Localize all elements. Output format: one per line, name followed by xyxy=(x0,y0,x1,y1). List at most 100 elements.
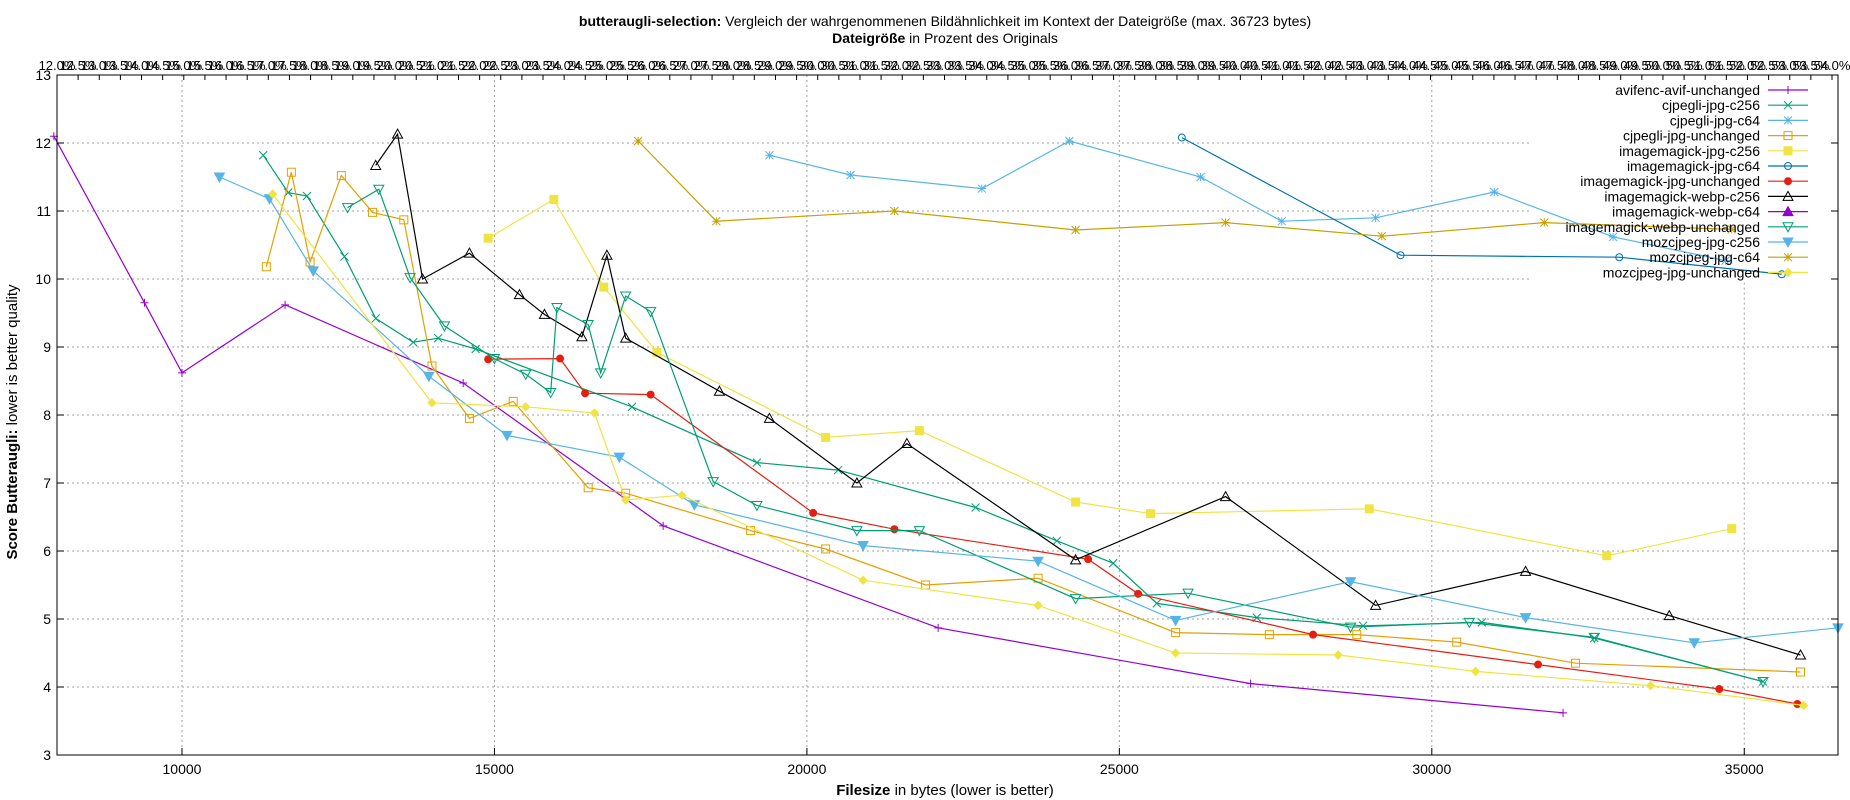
x2-tick-label: 37.0% xyxy=(1095,58,1132,73)
x2-tick-label: 31.0% xyxy=(842,58,879,73)
data-point xyxy=(427,398,437,408)
data-point xyxy=(644,307,657,318)
data-point xyxy=(1798,700,1809,711)
data-point xyxy=(890,206,899,216)
x-axis-label: Filesize in bytes (lower is better) xyxy=(836,782,1054,799)
data-point xyxy=(934,623,943,632)
data-point xyxy=(1452,637,1462,647)
x2-tick-label: 38.0% xyxy=(1137,58,1174,73)
x2-tick-label: 13.0% xyxy=(81,58,118,73)
x2-tick-label: 12.0% xyxy=(39,58,76,73)
data-point xyxy=(627,402,637,412)
data-point xyxy=(1571,658,1581,668)
data-point xyxy=(391,128,404,139)
series-line xyxy=(53,135,1564,714)
grid-layer xyxy=(57,75,1838,755)
data-point xyxy=(404,273,416,284)
data-point xyxy=(519,369,532,381)
data-point xyxy=(368,207,378,217)
data-point xyxy=(1344,577,1357,588)
data-point xyxy=(1470,666,1481,677)
data-point xyxy=(1688,638,1701,649)
data-point xyxy=(1782,237,1794,249)
data-point xyxy=(1069,553,1082,565)
series-imagemagick-jpg-c256 xyxy=(483,194,1737,561)
data-point xyxy=(1782,205,1794,217)
x2-tick-label: 21.5% xyxy=(440,58,477,73)
x2-tick-label: 18.0% xyxy=(292,58,329,73)
x2-tick-label: 31.5% xyxy=(863,58,900,73)
data-point xyxy=(1588,632,1601,644)
data-point xyxy=(438,321,451,332)
data-point xyxy=(483,233,493,243)
data-point xyxy=(213,172,226,184)
series-line xyxy=(219,176,1839,644)
data-point xyxy=(369,159,382,170)
data-point xyxy=(1171,628,1181,638)
data-point xyxy=(619,332,632,343)
y-tick-label: 5 xyxy=(43,611,51,627)
x2-tick-label: 30.5% xyxy=(820,58,857,73)
x2-tick-label: 16.5% xyxy=(229,58,266,73)
legend-label: imagemagick-jpg-c256 xyxy=(1619,143,1760,159)
y-tick-label: 6 xyxy=(43,543,51,559)
data-point xyxy=(1033,600,1043,611)
data-point xyxy=(1608,232,1618,242)
x2-tick-label: 28.0% xyxy=(715,58,752,73)
data-point xyxy=(1277,216,1287,226)
legend-label: mozcjpeg-jpg-unchanged xyxy=(1603,264,1760,280)
data-point xyxy=(711,216,721,226)
data-point xyxy=(581,389,590,398)
data-point xyxy=(659,521,668,530)
data-point xyxy=(613,452,626,464)
x2-tick-label: 17.0% xyxy=(250,58,287,73)
x2-tick-label: 28.5% xyxy=(736,58,773,73)
series-avifenc-avif-unchanged xyxy=(49,132,1568,717)
chart-title: butteraugli-selection: Vergleich der wah… xyxy=(579,13,1311,29)
x2-tick-label: 45.5% xyxy=(1454,58,1491,73)
data-point xyxy=(1615,253,1624,262)
data-point xyxy=(1352,630,1362,640)
series-cjpegli-jpg-c64 xyxy=(765,136,1730,265)
data-point xyxy=(1784,162,1792,170)
data-point xyxy=(408,337,418,347)
y-tick-label: 9 xyxy=(43,339,51,355)
legend-label: cjpegli-jpg-c256 xyxy=(1662,97,1760,113)
x2-tick-label: 48.5% xyxy=(1581,58,1618,73)
data-point xyxy=(1369,599,1382,610)
x2-tick-label: 50.0% xyxy=(1645,58,1682,73)
data-point xyxy=(549,194,559,204)
data-point xyxy=(851,476,863,488)
series-mozcjpeg-jpg-c256 xyxy=(213,172,1844,649)
data-point xyxy=(620,495,631,505)
y-axis-label-bold: Score Butteraugli: xyxy=(4,430,21,560)
data-point xyxy=(851,526,863,537)
data-point xyxy=(1783,252,1793,262)
legend-label: imagemagick-webp-c256 xyxy=(1604,188,1760,204)
legend-label: imagemagick-jpg-c64 xyxy=(1627,158,1760,174)
data-point xyxy=(1152,599,1162,608)
y-tick-label: 10 xyxy=(35,271,51,287)
x2-tick-label: 20.0% xyxy=(377,58,414,73)
data-point xyxy=(1784,86,1792,94)
data-point xyxy=(1489,187,1499,197)
data-point xyxy=(751,500,763,512)
data-point xyxy=(765,150,774,160)
data-point xyxy=(846,170,855,180)
x2-tick-label: 13.5% xyxy=(102,58,139,73)
data-point xyxy=(1715,685,1724,694)
x2-tick-label: 41.0% xyxy=(1264,58,1301,73)
data-point xyxy=(1727,225,1737,234)
series-imagemagick-jpg-unchanged xyxy=(484,354,1802,708)
series-line xyxy=(488,357,1798,705)
series-line xyxy=(272,193,1804,706)
x2-tick-label: 32.0% xyxy=(884,58,921,73)
data-point xyxy=(1782,190,1794,201)
x-axis-label-bold: Filesize xyxy=(836,782,890,799)
x2-tick-label: 46.5% xyxy=(1497,58,1534,73)
data-point xyxy=(1196,172,1205,182)
data-point xyxy=(594,368,607,379)
x2-tick-label: 45.0% xyxy=(1433,58,1470,73)
data-point xyxy=(1084,555,1093,564)
